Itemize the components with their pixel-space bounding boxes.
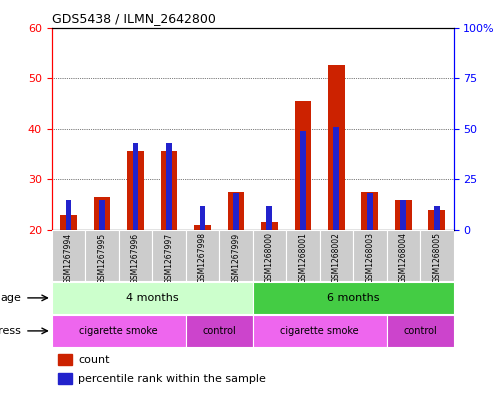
Bar — [186, 230, 219, 281]
Bar — [58, 373, 72, 384]
Text: 6 months: 6 months — [327, 293, 379, 303]
Bar — [194, 225, 211, 230]
Bar — [252, 282, 454, 314]
Text: count: count — [78, 355, 109, 365]
Text: percentile rank within the sample: percentile rank within the sample — [78, 374, 266, 384]
Bar — [119, 230, 152, 281]
Bar — [152, 230, 186, 281]
Text: control: control — [202, 326, 236, 336]
Bar — [66, 200, 71, 230]
Text: 4 months: 4 months — [126, 293, 178, 303]
Bar — [166, 143, 172, 230]
Bar — [99, 200, 105, 230]
Text: cigarette smoke: cigarette smoke — [281, 326, 359, 336]
Text: GSM1267999: GSM1267999 — [231, 232, 241, 284]
Bar — [300, 131, 306, 230]
Bar — [127, 151, 144, 230]
Bar — [333, 127, 339, 230]
Bar — [252, 230, 286, 281]
Text: GSM1268003: GSM1268003 — [365, 232, 374, 283]
Text: cigarette smoke: cigarette smoke — [79, 326, 158, 336]
Bar — [387, 315, 454, 347]
Bar — [434, 206, 440, 230]
Bar — [233, 193, 239, 230]
Text: GSM1267997: GSM1267997 — [165, 232, 174, 284]
Text: GSM1268000: GSM1268000 — [265, 232, 274, 283]
Bar — [252, 315, 387, 347]
Text: GSM1268002: GSM1268002 — [332, 232, 341, 283]
Bar — [387, 230, 420, 281]
Bar — [186, 315, 252, 347]
Bar — [395, 200, 412, 230]
Bar — [328, 66, 345, 230]
Text: GSM1268001: GSM1268001 — [298, 232, 308, 283]
Text: age: age — [1, 293, 22, 303]
Text: stress: stress — [0, 326, 22, 336]
Bar — [367, 193, 373, 230]
Bar — [219, 230, 252, 281]
Text: GSM1268004: GSM1268004 — [399, 232, 408, 283]
Bar — [85, 230, 119, 281]
Bar — [319, 230, 353, 281]
Bar — [60, 215, 77, 230]
Bar — [52, 230, 85, 281]
Bar — [294, 101, 311, 230]
Bar — [420, 230, 454, 281]
Bar — [286, 230, 319, 281]
Text: GSM1267995: GSM1267995 — [98, 232, 106, 284]
Bar — [200, 206, 206, 230]
Bar — [428, 209, 445, 230]
Bar — [228, 192, 245, 230]
Bar — [52, 315, 186, 347]
Text: GDS5438 / ILMN_2642800: GDS5438 / ILMN_2642800 — [52, 12, 215, 25]
Bar — [261, 222, 278, 230]
Text: GSM1267998: GSM1267998 — [198, 232, 207, 283]
Bar — [52, 282, 252, 314]
Bar — [361, 192, 378, 230]
Bar — [353, 230, 387, 281]
Bar — [267, 206, 272, 230]
Text: control: control — [403, 326, 437, 336]
Text: GSM1268005: GSM1268005 — [432, 232, 441, 283]
Bar — [133, 143, 139, 230]
Bar — [58, 354, 72, 365]
Bar — [94, 197, 110, 230]
Bar — [161, 151, 177, 230]
Bar — [400, 200, 406, 230]
Text: GSM1267994: GSM1267994 — [64, 232, 73, 284]
Text: GSM1267996: GSM1267996 — [131, 232, 140, 284]
